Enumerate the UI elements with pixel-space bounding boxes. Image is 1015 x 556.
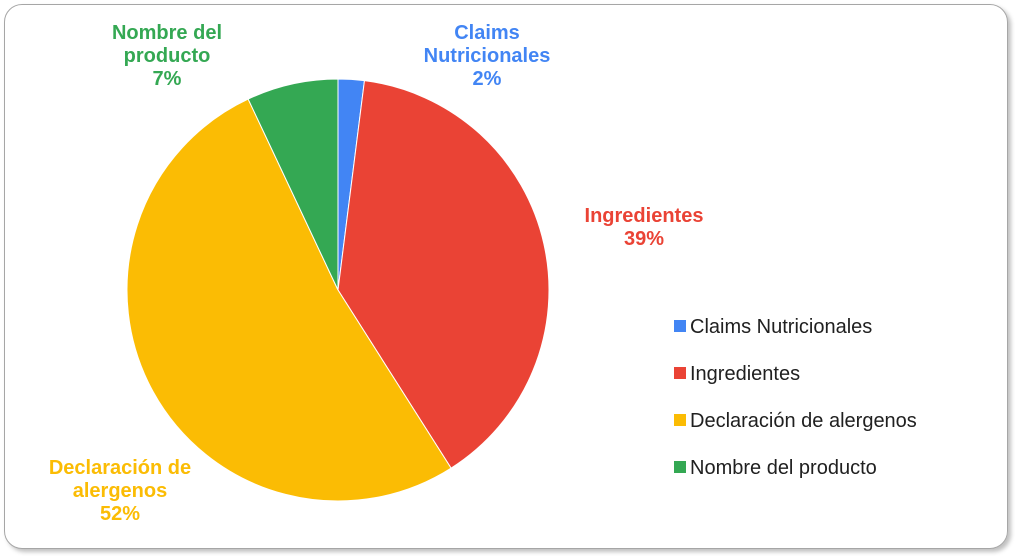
legend-swatch — [674, 320, 686, 332]
data-label-value: 2% — [472, 68, 502, 90]
legend-swatch — [674, 367, 686, 379]
legend-label: Claims Nutricionales — [690, 316, 873, 338]
legend-swatch — [674, 461, 686, 473]
data-label-name: Nombre del producto — [111, 22, 223, 67]
pie-slice — [337, 80, 550, 469]
data-label-name: Claims Nutricionales — [423, 22, 551, 67]
chart-frame — [4, 4, 1008, 549]
data-label: Ingredientes 39% — [544, 205, 744, 251]
legend-item: Declaración de alergenos — [674, 410, 917, 432]
data-label-value: 39% — [623, 228, 665, 250]
legend-label: Ingredientes — [690, 363, 801, 385]
data-label-value: 7% — [152, 68, 182, 90]
pie-slice — [126, 98, 452, 502]
legend-label: Declaración de alergenos — [690, 410, 917, 432]
data-label: Declaración de alergenos 52% — [45, 457, 195, 526]
data-label-name: Ingredientes — [584, 205, 704, 227]
data-label: Nombre del producto 7% — [92, 22, 242, 91]
legend-item: Claims Nutricionales — [674, 316, 872, 338]
pie-slice — [247, 78, 339, 291]
data-label-value: 52% — [99, 503, 141, 525]
data-label-name: Declaración de alergenos — [48, 457, 192, 502]
legend-label: Nombre del producto — [690, 457, 877, 479]
legend-item: Nombre del producto — [674, 457, 877, 479]
legend-swatch — [674, 414, 686, 426]
data-label: Claims Nutricionales 2% — [412, 22, 562, 91]
legend-item: Ingredientes — [674, 363, 800, 385]
